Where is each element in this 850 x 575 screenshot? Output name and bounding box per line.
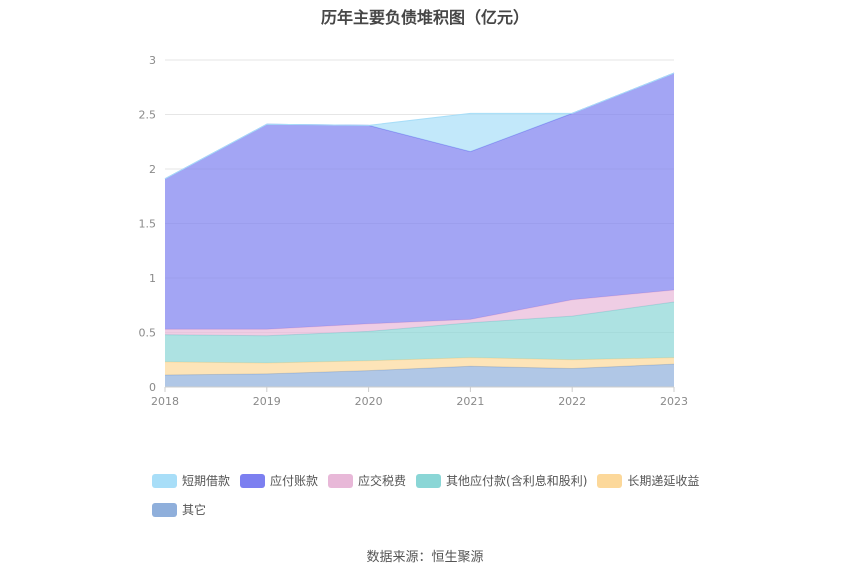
legend-label: 其他应付款(含利息和股利): [446, 474, 588, 488]
x-tick-label: 2021: [456, 395, 484, 408]
legend-label: 应付账款: [270, 474, 319, 488]
legend-swatch: [152, 502, 177, 517]
legend-label: 应交税费: [358, 474, 407, 488]
legend-swatch: [328, 473, 354, 488]
x-tick-label: 2020: [355, 395, 383, 408]
legend-item[interactable]: 其他应付款(含利息和股利): [416, 472, 587, 489]
legend-swatch: [152, 473, 177, 488]
area-series-2: [165, 302, 674, 363]
legend-item[interactable]: 其它: [152, 501, 206, 518]
x-tick-label: 2019: [253, 395, 281, 408]
y-tick-label: 1.5: [139, 218, 157, 231]
area-series-1: [165, 357, 674, 375]
y-tick-label: 1: [149, 272, 156, 285]
chart-title: 历年主要负债堆积图（亿元）: [320, 8, 529, 27]
y-tick-label: 2.5: [139, 109, 157, 122]
area-series-5: [165, 73, 674, 179]
y-tick-label: 3: [149, 54, 156, 67]
legend-swatch: [597, 473, 623, 488]
y-tick-label: 2: [149, 163, 156, 176]
y-tick-label: 0.5: [139, 327, 157, 340]
legend-label: 长期递延收益: [627, 474, 700, 488]
stacked-area-chart: 0 0.5 1 1.5 2 2.5 3 2018 2019 2020 2021 2022 2023: [139, 54, 689, 408]
area-series-0: [165, 364, 674, 387]
legend-item[interactable]: 应付账款: [240, 472, 318, 489]
legend-item[interactable]: 应交税费: [328, 472, 406, 489]
legend-swatch: [240, 473, 266, 488]
y-tick-label: 0: [149, 381, 156, 394]
legend-label: 其它: [182, 503, 207, 517]
area-series-4: [165, 73, 674, 330]
data-source: 数据来源：恒生聚源: [366, 550, 484, 565]
legend-item[interactable]: 长期递延收益: [597, 472, 699, 489]
area-series-3: [165, 290, 674, 336]
legend-label: 短期借款: [182, 474, 231, 488]
legend-item[interactable]: 短期借款: [152, 472, 230, 489]
x-tick-label: 2022: [558, 395, 586, 408]
chart-legend: 短期借款 应付账款 应交税费 其他应付款(含利息和股利) 长期递延收益其它: [152, 472, 752, 530]
legend-swatch: [416, 473, 442, 488]
x-tick-label: 2018: [151, 395, 179, 408]
x-tick-label: 2023: [660, 395, 688, 408]
area-series-line-5: [164, 72, 675, 180]
